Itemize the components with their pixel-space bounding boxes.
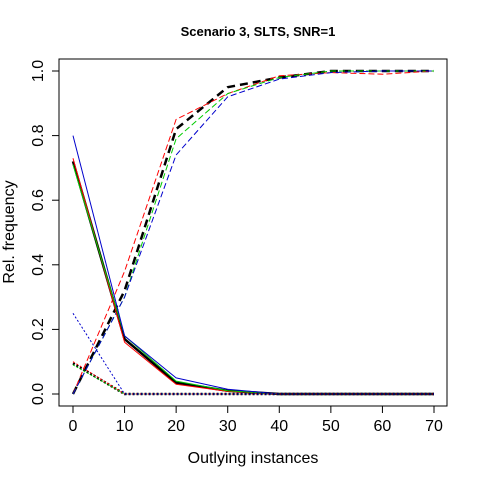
x-tick-label: 70 xyxy=(425,418,443,435)
series-line-5 xyxy=(71,161,434,396)
series-line-11 xyxy=(72,364,434,395)
y-tick-label: 0.8 xyxy=(30,124,47,146)
plot-frame xyxy=(58,58,448,407)
series-line-9 xyxy=(72,362,434,396)
x-tick-label: 50 xyxy=(322,418,340,435)
x-tick-label: 30 xyxy=(219,418,237,435)
series-line-1 xyxy=(71,69,434,395)
x-tick-label: 20 xyxy=(167,418,185,435)
x-axis-label: Outlying instances xyxy=(188,450,319,467)
series-line-2 xyxy=(72,70,435,395)
x-tick-label: 40 xyxy=(270,418,288,435)
y-tick-label: 0.4 xyxy=(30,254,47,276)
x-tick-label: 10 xyxy=(116,418,134,435)
y-tick-label: 1.0 xyxy=(30,60,47,82)
series-line-4 xyxy=(72,70,434,395)
series-line-6 xyxy=(72,158,434,395)
series-line-7 xyxy=(72,164,434,395)
y-axis: 0.0 0.2 0.4 0.6 0.8 1.0 xyxy=(30,60,60,405)
x-axis: 0 10 20 30 40 50 60 70 xyxy=(69,405,443,435)
y-tick-label: 0.6 xyxy=(30,189,47,211)
series-line-12 xyxy=(72,313,434,395)
series-layer xyxy=(71,69,435,396)
y-tick-label: 0.2 xyxy=(30,318,47,340)
x-tick-label: 60 xyxy=(374,418,392,435)
series-line-10 xyxy=(72,361,434,395)
chart-title: Scenario 3, SLTS, SNR=1 xyxy=(181,24,336,39)
y-tick-label: 0.0 xyxy=(30,383,47,405)
series-line-3 xyxy=(72,70,434,395)
y-axis-label: Rel. frequency xyxy=(1,180,18,283)
x-tick-label: 0 xyxy=(69,418,78,435)
